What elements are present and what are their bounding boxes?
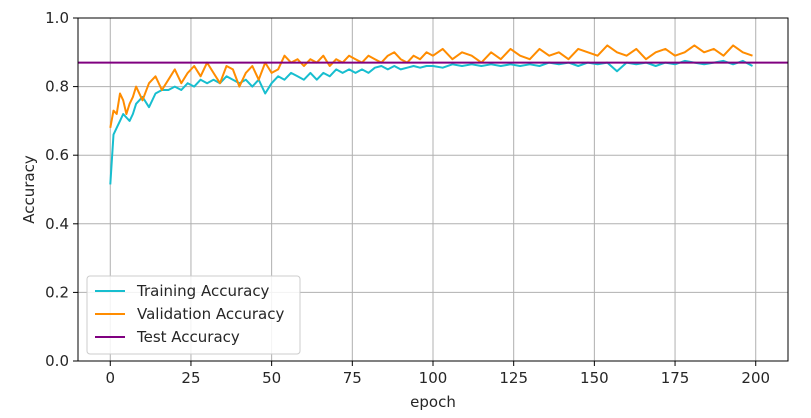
x-tick-label: 25: [181, 369, 200, 387]
y-tick-label: 1.0: [45, 9, 69, 27]
x-tick-label: 75: [343, 369, 362, 387]
legend-label: Validation Accuracy: [137, 305, 284, 323]
x-tick-label: 50: [262, 369, 281, 387]
y-axis-label: Accuracy: [20, 155, 38, 224]
legend-label: Training Accuracy: [136, 282, 270, 300]
legend: Training Accuracy Validation Accuracy Test…: [86, 275, 301, 355]
x-tick-label: 0: [105, 369, 115, 387]
y-tick-label: 0.4: [45, 215, 69, 233]
x-tick-label: 175: [661, 369, 690, 387]
ticks-layer: 0 25 50 75 100 125 150 175 200 0.0 0.2 0.4 0.6 0.8 1.0: [45, 9, 770, 387]
y-tick-label: 0.6: [45, 146, 69, 164]
series-validation-accuracy-line: [109, 44, 753, 128]
x-tick-label: 150: [580, 369, 609, 387]
y-tick-label: 0.8: [45, 78, 69, 96]
x-tick-label: 125: [499, 369, 528, 387]
x-tick-label: 200: [741, 369, 770, 387]
series-training-accuracy-line: [109, 59, 753, 185]
y-tick-label: 0.0: [45, 352, 69, 370]
x-axis-label: epoch: [410, 393, 456, 411]
y-tick-label: 0.2: [45, 283, 69, 301]
legend-box: [86, 275, 301, 355]
x-tick-label: 100: [419, 369, 448, 387]
series-layer: [78, 44, 788, 185]
legend-label: Test Accuracy: [136, 328, 240, 346]
